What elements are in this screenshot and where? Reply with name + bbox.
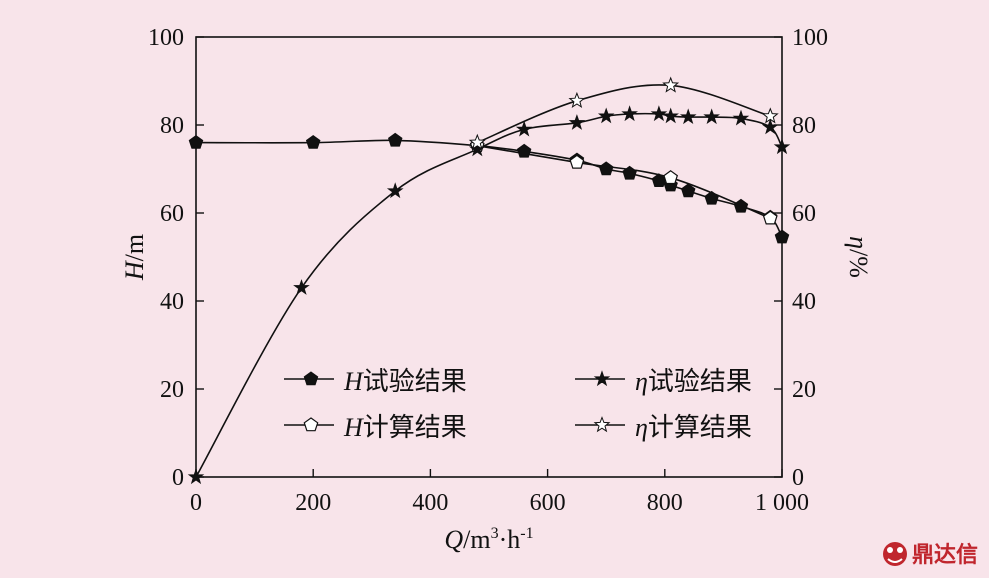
x-tick-label: 600 (530, 490, 566, 516)
series-4-point (468, 133, 486, 150)
y-left-tick-label: 20 (160, 377, 184, 403)
y-right-tick-label: 60 (792, 201, 816, 227)
series-line-3 (195, 112, 783, 478)
legend-marker (303, 371, 319, 386)
x-axis-mid: ·h (499, 525, 521, 554)
series-3-point (732, 109, 750, 126)
plot-frame (195, 36, 783, 478)
watermark-text: 鼎达信 (912, 542, 978, 568)
series-4-point (568, 91, 586, 109)
series-3-point (386, 182, 404, 199)
y-right-tick-label: 40 (792, 289, 816, 315)
x-axis-title: Q/m3·h-1 (444, 525, 533, 554)
series-1-point (733, 198, 749, 213)
legend-marker (593, 416, 611, 433)
x-axis-symbol: Q (444, 525, 463, 554)
series-3-point (662, 107, 679, 124)
series-3-point (650, 105, 668, 122)
y-right-tick-label: 0 (792, 465, 804, 491)
x-axis-sup: 3 (491, 525, 499, 542)
series-1-point (622, 165, 637, 180)
series-3-point (187, 468, 205, 485)
legend-text: 试验结果 (648, 367, 752, 396)
y-left-tick-label: 40 (160, 289, 184, 315)
series-line-4 (476, 84, 771, 144)
series-1-point (305, 134, 321, 149)
series-3-point (621, 105, 638, 122)
axis-ticks: 0 200 400 600 800 1 0000204060801000204060801… (148, 25, 828, 516)
watermark-icon-eye (887, 547, 893, 553)
series-3-point (568, 114, 586, 130)
y-right-tick-label: 20 (792, 377, 816, 403)
series-1-point (681, 183, 696, 198)
series-1-point (188, 134, 204, 149)
legend-marker (593, 370, 611, 387)
series-2-point (663, 170, 679, 185)
series-3-point (761, 118, 779, 135)
y-left-axis-title: H/m (120, 234, 149, 281)
legend-label: η试验结果 (635, 367, 752, 396)
legend-symbol: η (635, 413, 648, 442)
plot-border (195, 36, 783, 478)
legend-text: 试验结果 (363, 367, 467, 396)
series-1-point (598, 161, 614, 176)
legend-text: 计算结果 (363, 413, 467, 442)
legend-marker (303, 417, 319, 432)
series-3-point (773, 138, 791, 155)
series-1-point (388, 132, 403, 147)
y-left-tick-label: 0 (172, 465, 184, 491)
legend-symbol: η (635, 367, 648, 396)
legend-label: η计算结果 (635, 413, 752, 442)
series-3-point (515, 120, 533, 137)
y-right-unit: /% (844, 249, 873, 278)
series-4-point (761, 107, 779, 124)
series-1-point (704, 190, 719, 205)
y-left-tick-label: 60 (160, 201, 184, 227)
watermark-icon-eye (897, 547, 903, 553)
legend-label: H试验结果 (343, 367, 467, 396)
series-3-point (293, 279, 310, 295)
series-1-point (516, 143, 532, 158)
y-left-unit: /m (120, 234, 149, 261)
x-tick-label: 1 000 (755, 490, 809, 516)
series-markers (187, 76, 791, 485)
axis-titles: Q/m3·h-1H/m η/% (120, 234, 873, 554)
watermark-logo: 鼎达信 (883, 542, 978, 568)
x-tick-label: 200 (295, 490, 331, 516)
watermark-icon-mouth (887, 558, 903, 563)
y-right-symbol: η (844, 236, 873, 249)
y-left-tick-label: 80 (160, 113, 184, 139)
legend-symbol: H (343, 367, 364, 396)
y-left-symbol: H (120, 260, 149, 281)
series-1-point (774, 229, 790, 244)
series-3-point (468, 140, 486, 157)
series-3-point (597, 107, 615, 124)
x-tick-label: 800 (647, 490, 683, 516)
x-tick-label: 400 (412, 490, 448, 516)
x-tick-label: 0 (190, 490, 202, 516)
series-2-point (762, 210, 778, 225)
x-axis-sup: -1 (520, 525, 533, 542)
x-axis-unit: /m (463, 525, 490, 554)
series-3-point (679, 108, 697, 125)
legend-text: 计算结果 (648, 413, 752, 442)
legend-label: H计算结果 (343, 413, 467, 442)
y-right-axis-title: η/% (844, 236, 873, 278)
series-2-point (569, 154, 585, 169)
y-left-tick-label: 100 (148, 25, 184, 51)
legend-symbol: H (343, 413, 364, 442)
series-4-point (662, 76, 680, 93)
y-right-tick-label: 100 (792, 25, 828, 51)
series-3-point (703, 108, 720, 125)
y-right-tick-label: 80 (792, 113, 816, 139)
